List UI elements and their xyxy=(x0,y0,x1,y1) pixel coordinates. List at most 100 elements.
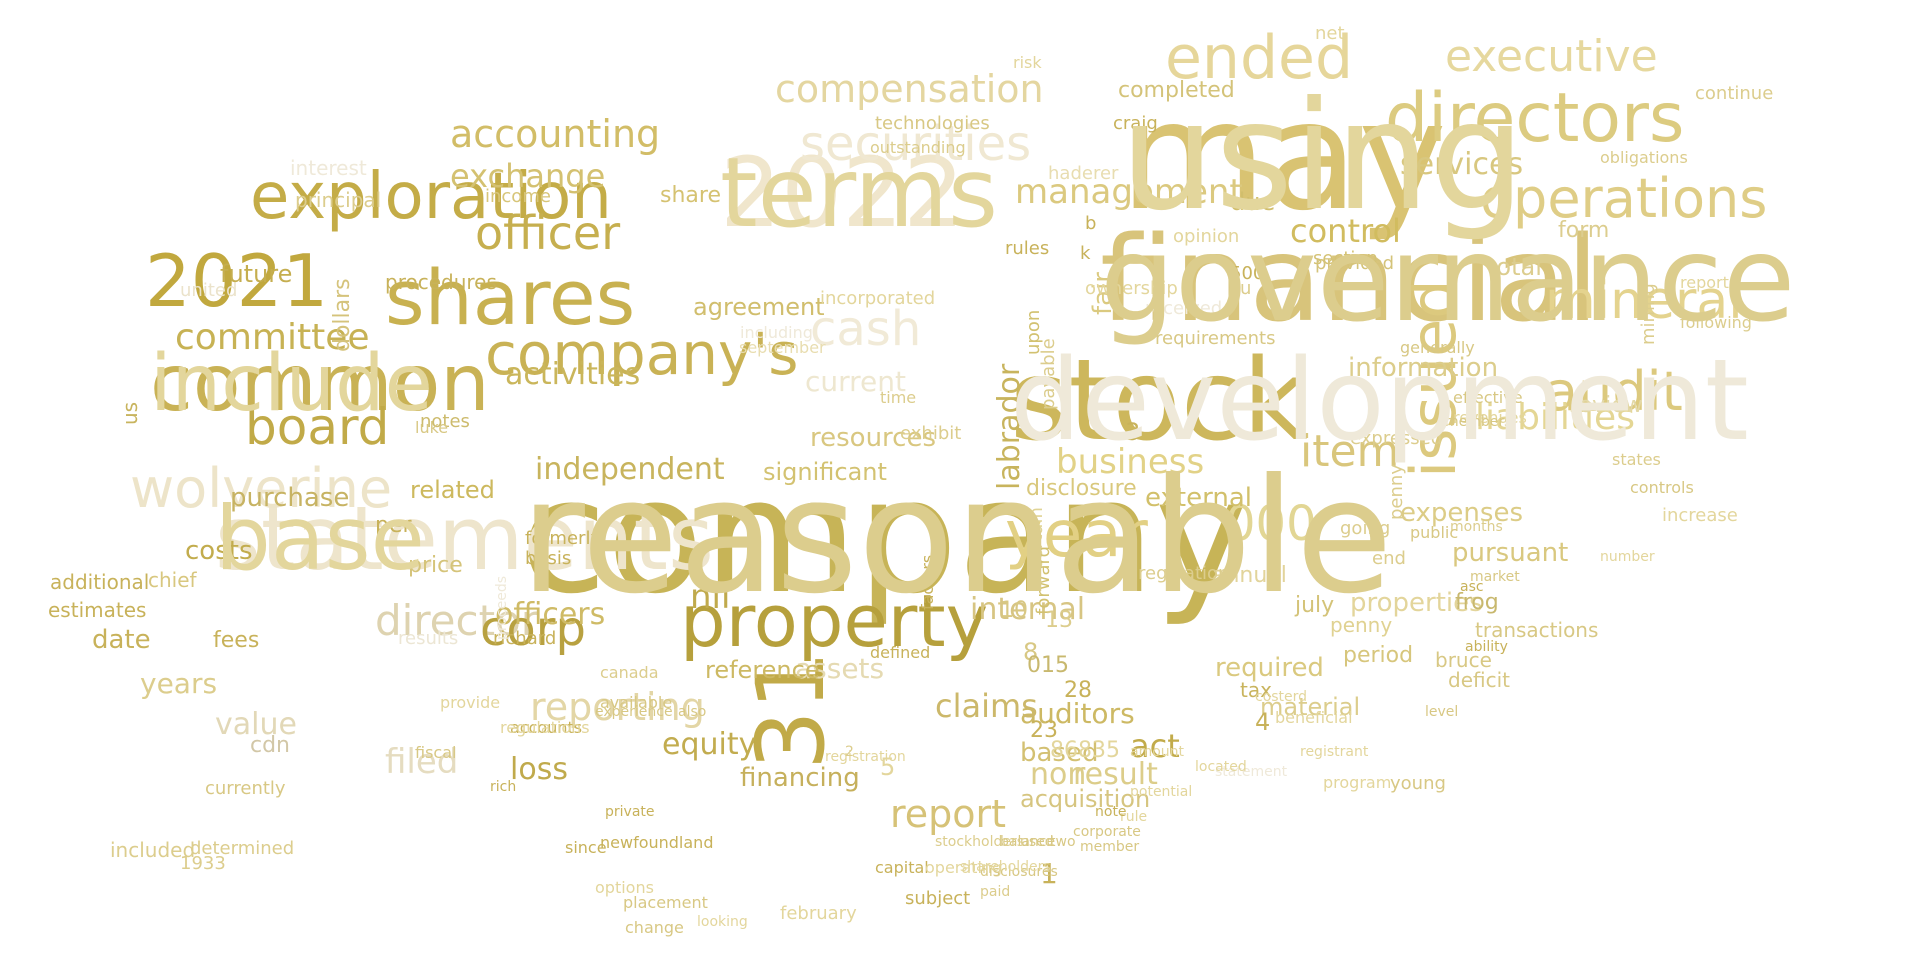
cloud-word: end xyxy=(1372,548,1406,569)
cloud-word: expressed xyxy=(1350,428,1443,449)
cloud-word: 500 xyxy=(1230,263,1265,284)
cloud-word: claims xyxy=(935,687,1038,725)
cloud-word: reasonable xyxy=(520,445,1393,629)
cloud-word: expenses xyxy=(1400,498,1523,528)
cloud-word: development xyxy=(1010,336,1749,466)
cloud-word: total xyxy=(1487,253,1542,281)
cloud-word: note xyxy=(1095,804,1127,820)
cloud-word: fiscal xyxy=(415,743,457,762)
cloud-word: non xyxy=(1030,757,1087,792)
cloud-word: statement xyxy=(1215,764,1288,780)
cloud-word: include xyxy=(150,339,433,429)
cloud-word: richard xyxy=(493,628,557,649)
cloud-word: disclosure xyxy=(1026,476,1137,501)
cloud-word: control xyxy=(1290,212,1401,250)
cloud-word: reporting xyxy=(530,685,705,729)
cloud-word: directors xyxy=(1385,79,1685,158)
cloud-word: securities xyxy=(800,116,1032,172)
cloud-word: 1933 xyxy=(180,853,226,874)
cloud-word: chief xyxy=(148,568,197,592)
cloud-word: terms xyxy=(720,137,999,249)
cloud-word: liabilities xyxy=(1475,397,1635,438)
cloud-word: act xyxy=(1130,727,1180,765)
cloud-word: procedures xyxy=(385,270,497,294)
cloud-word: including xyxy=(740,323,813,342)
cloud-word: estimates xyxy=(48,598,147,622)
cloud-word: provide xyxy=(440,693,501,712)
cloud-word: reports xyxy=(1680,273,1738,292)
cloud-word: risk xyxy=(1013,53,1042,72)
cloud-word: 000 xyxy=(1225,496,1317,552)
cloud-word: basis xyxy=(525,548,572,569)
cloud-word: registrant xyxy=(1300,744,1369,760)
cloud-word: results xyxy=(398,628,459,649)
cloud-word: accounts xyxy=(510,718,583,737)
cloud-word: provided xyxy=(1315,253,1395,274)
cloud-word: officers xyxy=(495,597,606,632)
cloud-word: transactions xyxy=(1475,618,1599,642)
cloud-word: 5 xyxy=(880,753,896,781)
cloud-word: u xyxy=(1240,278,1252,299)
cloud-word: exhibit xyxy=(900,423,962,444)
cloud-word: statements xyxy=(215,487,714,590)
cloud-word: young xyxy=(1390,773,1446,794)
cloud-word: board xyxy=(245,398,390,456)
cloud-word: nil xyxy=(690,577,731,617)
cloud-word: purchase xyxy=(230,483,350,513)
cloud-word: capital xyxy=(875,858,929,877)
cloud-word: united xyxy=(180,280,238,301)
cloud-word: revenues xyxy=(1453,408,1527,427)
cloud-word: date xyxy=(92,625,151,655)
cloud-word: due xyxy=(1230,188,1276,216)
cloud-word: notes xyxy=(420,411,470,432)
cloud-word: member xyxy=(1080,839,1140,855)
cloud-word: tax xyxy=(1240,678,1272,702)
cloud-word: requirements xyxy=(1155,328,1276,349)
cloud-word: subject xyxy=(905,888,971,909)
cloud-word: income xyxy=(485,186,551,207)
cloud-word: principal xyxy=(295,188,382,212)
cloud-word: information xyxy=(1348,353,1499,383)
cloud-word: cash xyxy=(810,301,922,357)
cloud-word: months xyxy=(1450,519,1503,535)
cloud-word: period xyxy=(1343,643,1414,668)
cloud-word: 3 xyxy=(1125,418,1141,446)
cloud-word: independent xyxy=(535,452,725,487)
cloud-word: value xyxy=(215,707,297,742)
cloud-word: generally xyxy=(1400,338,1475,357)
cloud-word: management xyxy=(1015,172,1243,212)
cloud-word: following xyxy=(1680,313,1752,332)
cloud-word: february xyxy=(780,903,857,924)
cloud-word: completed xyxy=(1118,78,1235,103)
cloud-word: rich xyxy=(490,779,517,795)
cloud-word: external xyxy=(1145,483,1252,513)
cloud-word: years xyxy=(140,667,218,700)
cloud-word: luke xyxy=(415,418,449,437)
cloud-word: time xyxy=(880,388,917,407)
cloud-word: result xyxy=(1073,757,1158,792)
cloud-word: amount xyxy=(1130,744,1185,760)
cloud-word: may xyxy=(1120,70,1447,244)
cloud-word: 23 xyxy=(1030,718,1058,743)
cloud-word: cdn xyxy=(250,733,291,758)
cloud-word: exploration xyxy=(250,160,612,234)
cloud-word: beneficial xyxy=(1275,708,1353,727)
cloud-word: company's xyxy=(485,320,799,388)
cloud-word: stockholders xyxy=(935,834,1025,850)
cloud-word: wolverine xyxy=(130,457,393,520)
cloud-word: 28 xyxy=(1064,678,1092,703)
cloud-word: currently xyxy=(205,778,286,799)
cloud-word: 015 xyxy=(1027,653,1069,678)
cloud-word: acquisition xyxy=(1020,785,1151,813)
cloud-word: internal xyxy=(970,592,1086,627)
cloud-word: property xyxy=(680,579,989,663)
cloud-word: level xyxy=(1425,704,1459,720)
cloud-word: options xyxy=(595,878,654,897)
cloud-word: included xyxy=(110,838,196,862)
cloud-word: related xyxy=(410,476,495,504)
cloud-word: technologies xyxy=(875,113,990,134)
cloud-word: operations xyxy=(1480,167,1768,230)
cloud-word: executive xyxy=(1445,31,1658,82)
cloud-word: 2022 xyxy=(720,137,965,249)
